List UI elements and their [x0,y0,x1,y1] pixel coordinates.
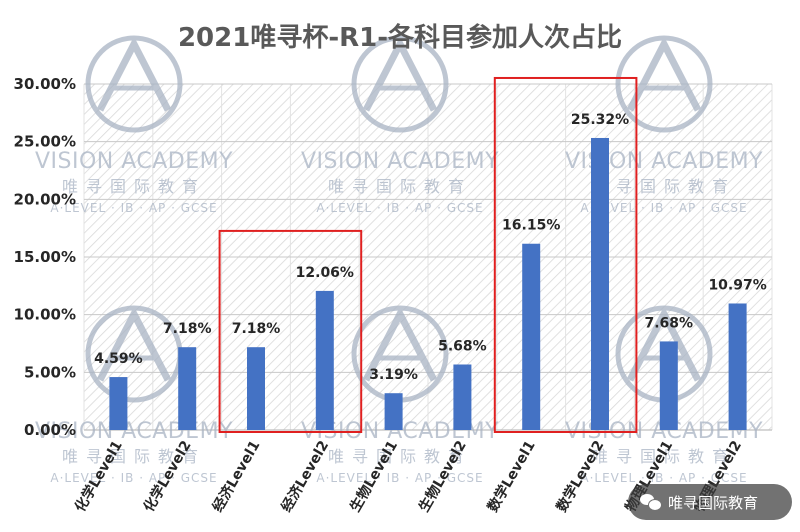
bar [659,341,678,430]
x-tick-label: 数学Level1 [484,438,539,515]
watermark-subtitle: A·LEVEL · IB · AP · GCSE [580,471,747,485]
bar [384,393,403,430]
watermark-emblem-chevron [362,36,438,112]
watermark-name: VISION ACADEMY [301,149,499,174]
brand-badge-label: 唯寻国际教育 [668,493,759,512]
data-label: 25.32% [571,112,629,128]
watermark: VISION ACADEMY 唯寻国际教育 A·LEVEL · IB · AP · … [301,35,499,215]
data-label: 3.19% [369,367,418,383]
y-tick-label: 30.00% [14,75,76,93]
watermark-chinese: 唯寻国际教育 [62,177,206,196]
y-tick-label: 0.00% [24,421,76,439]
y-tick-label: 5.00% [24,363,76,381]
highlight-box [493,76,638,433]
bar [247,347,265,430]
data-label: 10.97% [708,277,766,293]
watermark-emblem-chevron [96,36,172,112]
highlight-box [218,229,363,433]
y-tick-label: 25.00% [14,133,76,151]
watermark-emblem-chevron [626,36,702,112]
watermark-emblem-chevron [626,306,702,382]
watermark: VISION ACADEMY 唯寻国际教育 A·LEVEL · IB · AP · … [35,305,233,485]
watermark-chinese: 唯寻国际教育 [62,447,206,466]
y-tick-label: 10.00% [14,306,76,324]
bar [315,290,334,430]
watermark-chinese: 唯寻国际教育 [328,447,472,466]
data-label: 5.68% [438,338,487,354]
watermark: VISION ACADEMY 唯寻国际教育 A·LEVEL · IB · AP · … [35,35,233,215]
y-tick-label: 15.00% [14,248,76,266]
watermark-name: VISION ACADEMY [35,419,233,444]
watermark-emblem-chevron [96,306,172,382]
watermark-chinese: 唯寻国际教育 [592,177,736,196]
data-label: 12.06% [296,265,354,281]
watermark-chinese: 唯寻国际教育 [328,177,472,196]
data-label: 7.68% [645,315,694,331]
watermark-emblem-chevron [362,306,438,382]
brand-badge: 唯寻国际教育 [628,484,792,520]
data-label: 7.18% [232,321,281,337]
watermark-subtitle: A·LEVEL · IB · AP · GCSE [50,471,217,485]
data-label: 7.18% [163,321,212,337]
watermark-subtitle: A·LEVEL · IB · AP · GCSE [316,471,483,485]
bar [453,364,472,430]
bar [728,303,747,430]
bar [178,347,197,430]
bar [591,137,609,430]
watermark-chinese: 唯寻国际教育 [592,447,736,466]
chart-title: 2021唯寻杯-R1-各科目参加人次占比 [178,22,622,53]
data-label: 16.15% [502,218,560,234]
watermark-subtitle: A·LEVEL · IB · AP · GCSE [580,201,747,215]
watermark-subtitle: A·LEVEL · IB · AP · GCSE [50,201,217,215]
bar [522,243,541,430]
watermark-name: VISION ACADEMY [35,149,233,174]
watermark-subtitle: A·LEVEL · IB · AP · GCSE [316,201,483,215]
bar [109,377,128,430]
data-label: 4.59% [94,351,143,367]
wechat-icon [640,493,662,511]
y-tick-label: 20.00% [14,190,76,208]
